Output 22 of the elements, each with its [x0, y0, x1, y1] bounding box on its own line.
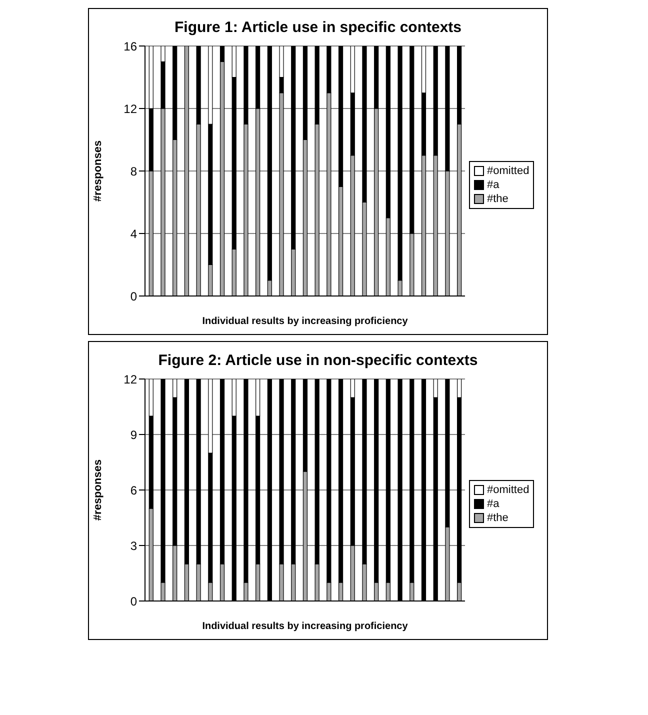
legend-label: #the	[487, 511, 508, 525]
y-tick-label: 8	[130, 164, 138, 178]
y-tick-label: 4	[130, 226, 138, 241]
y-tick-label: 9	[130, 428, 138, 442]
chart-title: Figure 2: Article use in non-specific contexts	[157, 352, 479, 369]
y-tick-label: 12	[124, 102, 138, 116]
y-tick-label: 12	[124, 372, 138, 386]
x-axis-title: Individual results by increasing proficiency	[202, 621, 408, 632]
y-tick-label: 0	[130, 289, 138, 304]
y-tick-label: 16	[124, 39, 138, 54]
y-tick-label: 6	[130, 483, 138, 498]
legend-label: #omitted	[487, 483, 530, 497]
legend-label: #a	[487, 497, 500, 511]
y-tick-label: 0	[130, 594, 138, 608]
legend-label: #a	[487, 178, 500, 192]
chart-title: Figure 1: Article use in specific contexts	[173, 19, 463, 36]
legend-label: #the	[487, 192, 508, 206]
y-axis-title: #responses	[92, 459, 104, 521]
legend-label: #omitted	[487, 164, 530, 178]
y-tick-label: 3	[130, 538, 138, 553]
y-axis-title: #responses	[92, 140, 104, 202]
x-axis-title: Individual results by increasing proficiency	[202, 316, 408, 327]
